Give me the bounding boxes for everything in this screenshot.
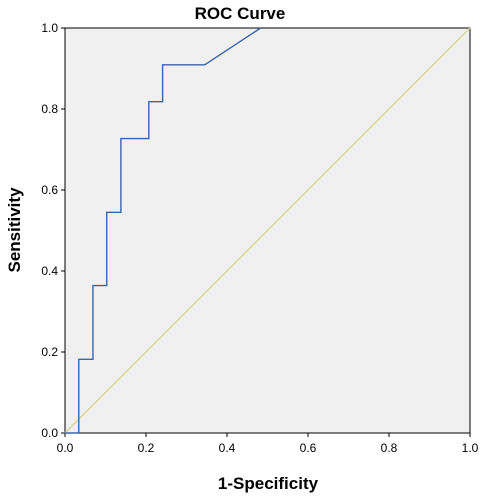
y-tick-label: 0.8 <box>41 102 58 116</box>
series-group <box>64 27 471 434</box>
y-tick-label: 0.2 <box>41 345 58 359</box>
x-tick-labels: 0.0 0.2 0.4 0.6 0.8 1.0 <box>57 441 479 455</box>
x-tick-label: 0.8 <box>381 441 398 455</box>
y-tick-label: 0.0 <box>41 426 58 440</box>
y-tick-label: 1.0 <box>41 21 58 35</box>
x-tick-label: 0.4 <box>219 441 236 455</box>
roc-curve-line <box>65 27 262 434</box>
reference-line <box>64 27 471 434</box>
chart-title: ROC Curve <box>195 4 286 23</box>
x-tick-label: 0.6 <box>300 441 317 455</box>
y-tick-labels: 0.0 0.2 0.4 0.6 0.8 1.0 <box>41 21 58 440</box>
y-tick-label: 0.4 <box>41 264 58 278</box>
x-axis-title: 1-Specificity <box>218 474 319 493</box>
y-tick-label: 0.6 <box>41 183 58 197</box>
x-tick-label: 1.0 <box>462 441 479 455</box>
y-axis-title: Sensitivity <box>5 187 24 273</box>
x-tick-label: 0.0 <box>57 441 74 455</box>
x-tick-label: 0.2 <box>138 441 155 455</box>
